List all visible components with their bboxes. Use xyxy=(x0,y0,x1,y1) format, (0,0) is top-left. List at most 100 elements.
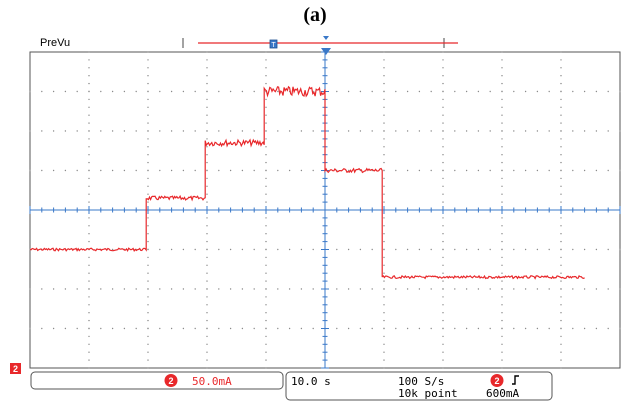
grid-dot xyxy=(383,146,385,148)
grid-dot xyxy=(371,288,373,290)
grid-dot xyxy=(383,122,385,124)
grid-dot xyxy=(336,130,338,132)
grid-dot xyxy=(88,90,90,93)
grid-dot xyxy=(560,312,562,314)
grid-dot xyxy=(465,288,468,290)
grid-dot xyxy=(265,185,267,187)
grid-dot xyxy=(572,248,574,251)
grid-dot xyxy=(383,67,385,69)
grid-dot xyxy=(560,256,562,259)
grid-dot xyxy=(159,90,161,93)
grid-dot xyxy=(383,264,385,266)
grid-dot xyxy=(501,98,503,101)
grid-dot xyxy=(383,272,385,274)
grid-dot xyxy=(265,51,267,53)
grid-dot xyxy=(265,75,267,77)
grid-dot xyxy=(489,248,491,251)
grid-dot xyxy=(288,130,291,132)
grid-dot xyxy=(265,327,267,330)
grid-dot xyxy=(501,106,503,109)
grid-dot xyxy=(88,177,90,180)
grid-dot xyxy=(583,90,586,93)
grid-dot xyxy=(383,193,385,195)
grid-dot xyxy=(76,288,78,290)
grid-dot xyxy=(206,233,208,235)
grid-dot xyxy=(524,169,527,172)
grid-dot xyxy=(560,106,562,109)
grid-dot xyxy=(572,327,574,330)
grid-dot xyxy=(170,169,173,172)
grid-dot xyxy=(52,288,55,290)
grid-dot xyxy=(383,304,385,306)
grid-dot xyxy=(501,280,503,282)
grid-dot xyxy=(206,138,208,140)
grid-dot xyxy=(206,217,208,219)
grid-dot xyxy=(560,359,562,361)
grid-dot xyxy=(76,90,78,93)
horizontal-readout-panel: 10.0 s 100 S/s 10k point 2 600mA xyxy=(285,371,553,401)
grid-dot xyxy=(536,248,539,251)
grid-dot xyxy=(29,327,31,330)
grid-dot xyxy=(336,327,338,330)
grid-dot xyxy=(583,130,586,132)
grid-dot xyxy=(29,288,31,290)
grid-dot xyxy=(206,51,208,53)
grid-dot xyxy=(88,272,90,274)
grid-dot xyxy=(206,359,208,361)
grid-dot xyxy=(454,169,456,172)
grid-dot xyxy=(513,248,515,251)
grid-dot xyxy=(265,240,267,243)
grid-dot xyxy=(383,319,385,322)
grid-dot xyxy=(383,161,385,164)
grid-dot xyxy=(595,130,598,132)
grid-dot xyxy=(265,233,267,235)
grid-dot xyxy=(88,82,90,85)
grid-dot xyxy=(442,82,444,85)
grid-dot xyxy=(383,217,385,219)
grid-dot xyxy=(206,130,208,132)
grid-dot xyxy=(560,319,562,322)
grid-dot xyxy=(88,59,90,61)
svg-text:2: 2 xyxy=(13,364,18,374)
channel-readout-panel: 2 50.0mA xyxy=(30,371,284,390)
grid-dot xyxy=(560,272,562,274)
grid-dot xyxy=(371,327,373,330)
grid-dot xyxy=(489,288,491,290)
trigger-channel-badge-icon xyxy=(490,374,504,387)
grid-dot xyxy=(548,90,550,93)
grid-dot xyxy=(442,90,444,93)
grid-dot xyxy=(265,201,267,203)
grid-dot xyxy=(442,169,444,172)
grid-dot xyxy=(395,90,397,93)
grid-dot xyxy=(147,312,149,314)
grid-dot xyxy=(477,169,480,172)
grid-dot xyxy=(147,272,149,274)
grid-dot xyxy=(88,138,90,140)
grid-dot xyxy=(312,327,314,330)
grid-dot xyxy=(241,288,244,290)
grid-dot xyxy=(253,90,255,93)
grid-dot xyxy=(312,169,314,172)
grid-dot xyxy=(442,185,444,187)
grid-dot xyxy=(206,169,208,172)
grid-dot xyxy=(501,154,503,156)
grid-dot xyxy=(595,248,598,251)
grid-dot xyxy=(347,248,350,251)
grid-dot xyxy=(383,233,385,235)
grid-dot xyxy=(607,248,609,251)
grid-dot xyxy=(536,327,539,330)
grid-dot xyxy=(442,201,444,203)
grid-dot xyxy=(406,327,409,330)
grid-dot xyxy=(111,130,114,132)
grid-dot xyxy=(383,130,385,132)
grid-dot xyxy=(265,169,267,172)
grid-dot xyxy=(560,146,562,148)
grid-dot xyxy=(560,304,562,306)
view-window-handle[interactable] xyxy=(269,39,278,49)
grid-dot xyxy=(312,248,314,251)
grid-dot xyxy=(465,248,468,251)
grid-dot xyxy=(524,288,527,290)
grid-dot xyxy=(442,154,444,156)
grid-dot xyxy=(88,304,90,306)
grid-dot xyxy=(76,169,78,172)
